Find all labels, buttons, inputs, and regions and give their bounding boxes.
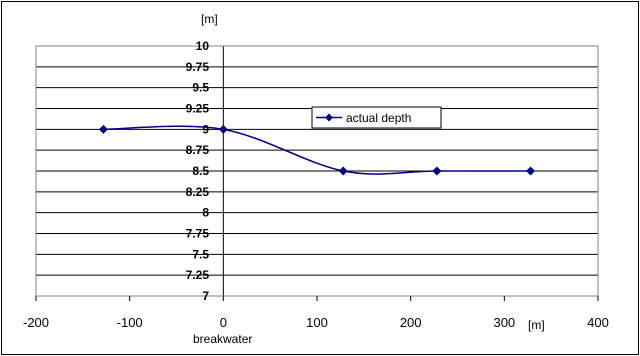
data-point-marker [218, 124, 228, 134]
y-tick-label: 8 [202, 206, 209, 220]
data-point-marker [338, 166, 348, 176]
x-axis-label: [m] [528, 318, 545, 332]
legend-marker-diamond [325, 113, 333, 122]
y-tick-label: 9.75 [186, 60, 210, 74]
legend-label: actual depth [346, 111, 411, 125]
y-tick-label: 9.5 [192, 81, 209, 95]
x-tick-label: -100 [117, 315, 143, 330]
y-tick-label: 8.5 [192, 164, 209, 178]
data-point-marker [98, 124, 108, 134]
x-tick-labels: -200 -100 0 100 200 300 400 [23, 315, 609, 330]
y-tick-label: 9 [202, 122, 209, 136]
y-tick-label: 7.25 [186, 268, 210, 282]
y-tick-label: 7.5 [192, 247, 209, 261]
y-tick-label: 7.75 [186, 227, 210, 241]
y-tick-label: 9.25 [186, 102, 210, 116]
y-tick-label: 8.25 [186, 185, 210, 199]
x-tick-label: -200 [23, 315, 49, 330]
x-tick-label: 0 [220, 315, 227, 330]
y-tick-labels: 7 7.25 7.5 7.75 8 8.25 8.5 8.75 9 9.25 9.5 9.75 10 [186, 39, 210, 303]
x-tick-label: 200 [400, 315, 422, 330]
series-markers [98, 124, 536, 176]
x-tick-marks [35, 296, 599, 301]
x-tick-label: 400 [587, 315, 609, 330]
y-tick-label: 10 [196, 39, 210, 53]
data-point-marker [432, 166, 442, 176]
series-line-actual-depth [103, 125, 531, 175]
legend: actual depth [311, 106, 442, 129]
y-tick-label: 7 [202, 289, 209, 303]
x-tick-label: 100 [306, 315, 328, 330]
y-tick-label: 8.75 [186, 143, 210, 157]
breakwater-annotation: breakwater [193, 332, 252, 346]
data-point-marker [526, 166, 536, 176]
x-tick-label: 300 [493, 315, 515, 330]
legend-box [311, 106, 442, 129]
y-axis-label: [m] [201, 12, 218, 26]
